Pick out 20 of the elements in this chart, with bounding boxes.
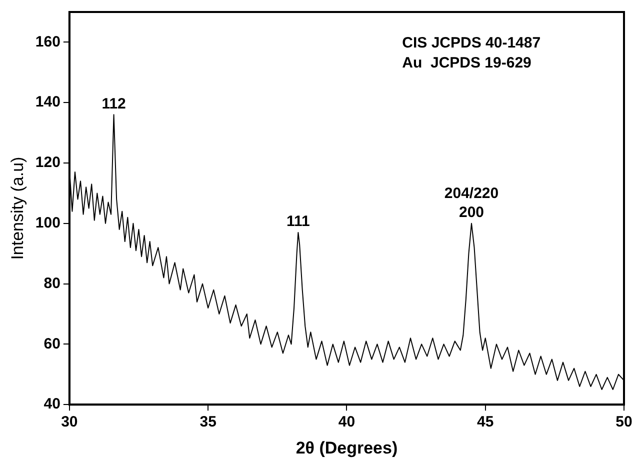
annotation: CIS JCPDS 40-1487 [402,34,541,52]
annotation: 204/220 [444,185,499,202]
annotation: Au JCPDS 19-629 [402,54,532,72]
annotation: 111 [286,213,310,230]
y-tick-label: 100 [35,214,60,232]
annotation: 200 [458,204,484,222]
x-tick-label: 30 [61,414,78,431]
x-tick-label: 45 [477,414,494,431]
x-axis-title: 2θ (Degrees) [296,438,398,458]
x-tick-label: 35 [200,414,216,431]
y-tick-label: 160 [35,33,60,50]
x-tick-label: 50 [616,414,632,431]
y-axis-title: Intensity (a.u) [8,156,27,260]
y-tick-label: 80 [44,274,60,292]
x-tick-label: 40 [338,414,356,431]
y-tick-label: 140 [35,94,60,111]
y-tick-label: 120 [35,154,60,172]
annotation: 112 [102,95,126,112]
y-tick-label: 60 [44,335,60,352]
y-tick-label: 40 [44,396,60,413]
